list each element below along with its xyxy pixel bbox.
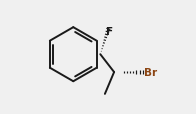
Text: Br: Br xyxy=(144,67,157,77)
Text: F: F xyxy=(106,27,113,37)
